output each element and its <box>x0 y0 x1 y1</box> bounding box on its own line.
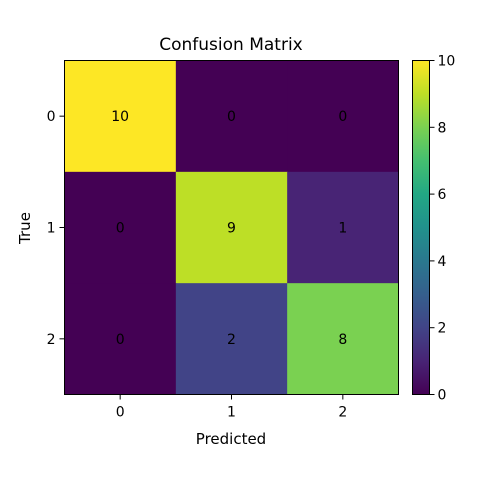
cell-value-label: 8 <box>338 332 347 348</box>
heatmap-cell-1-2 <box>287 171 399 284</box>
colorbar <box>412 60 430 395</box>
y-tick-label: 1 <box>47 221 56 237</box>
heatmap-cell-1-1 <box>175 171 288 284</box>
cell-value-label: 9 <box>227 221 236 237</box>
cell-value-label: 10 <box>111 109 129 125</box>
cell-value-label: 0 <box>338 109 347 125</box>
x-axis-ticks: 0 1 2 <box>116 394 347 421</box>
chart-title: Confusion Matrix <box>159 35 303 55</box>
y-tick-label: 2 <box>47 332 56 348</box>
colorbar-tick-label: 6 <box>438 187 447 203</box>
cell-value-label: 1 <box>338 221 347 237</box>
heatmap-cell-0-0 <box>64 60 177 173</box>
heatmap-cell-1-0 <box>64 171 177 284</box>
cell-value-label: 0 <box>116 332 125 348</box>
y-axis-ticks: 0 1 2 <box>47 109 65 348</box>
colorbar-tick-label: 8 <box>438 120 447 136</box>
colorbar-tick-label: 0 <box>438 388 447 404</box>
x-tick-label: 2 <box>338 405 347 421</box>
heatmap-cell-0-2 <box>287 60 399 173</box>
cell-value-label: 0 <box>116 221 125 237</box>
heatmap-cells <box>64 60 399 395</box>
colorbar-tick-label: 2 <box>438 321 447 337</box>
heatmap-cell-2-2 <box>287 283 399 395</box>
x-tick-label: 0 <box>116 405 125 421</box>
colorbar-tick-label: 10 <box>438 54 456 70</box>
heatmap-cell-labels: 10 0 00 9 10 2 8 <box>111 109 347 348</box>
cell-value-label: 0 <box>227 109 236 125</box>
y-tick-label: 0 <box>47 109 56 125</box>
cell-value-label: 2 <box>227 332 236 348</box>
colorbar-ticks: 0 2 4 6 8 10 <box>429 54 456 404</box>
heatmap-cell-2-0 <box>64 283 177 395</box>
colorbar-tick-label: 4 <box>438 254 447 270</box>
heatmap-cell-0-1 <box>175 60 288 173</box>
heatmap-cell-2-1 <box>175 283 288 395</box>
x-tick-label: 1 <box>227 405 236 421</box>
y-axis-label: True <box>16 212 34 245</box>
x-axis-label: Predicted <box>196 430 266 448</box>
